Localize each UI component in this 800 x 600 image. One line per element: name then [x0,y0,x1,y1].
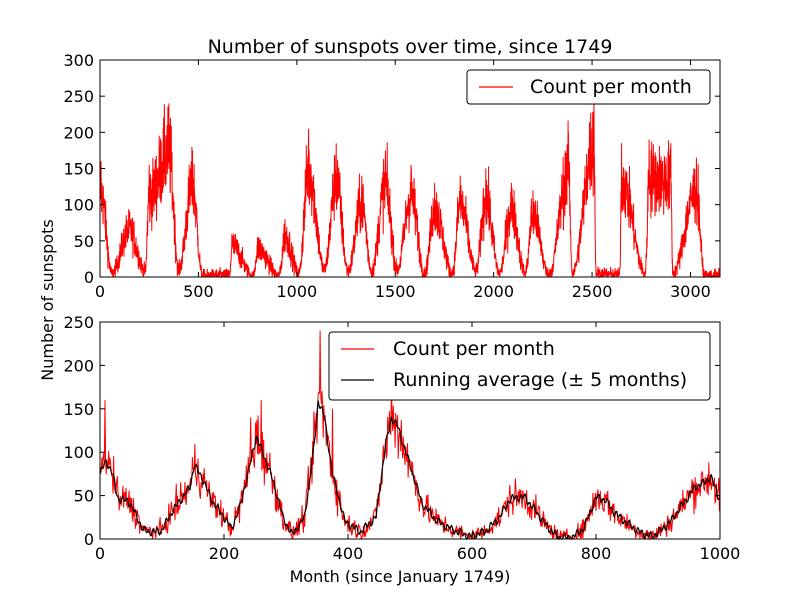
top-x-tick-label: 3000 [670,282,711,301]
bottom-legend-label-average: Running average (± 5 months) [393,369,687,391]
top-series-layer [99,92,721,279]
bottom-x-tick-label: 600 [457,544,488,563]
top-legend-label-count: Count per month [530,76,692,98]
top-x-tick-label: 2500 [572,282,613,301]
bottom-x-tick-label: 1000 [700,544,741,563]
bottom-axis-ticks: 0 200 400 600 800 1000 0 50 100 150 200 250 [63,313,740,563]
top-chart-title: Number of sunspots over time, since 1749 [208,36,613,58]
bottom-plot-frame [99,321,721,540]
bottom-y-tick-label: 200 [63,356,94,375]
top-y-tick-label: 200 [63,123,94,142]
bottom-series-layer [99,330,721,541]
bottom-legend-label-count: Count per month [393,338,555,360]
top-y-tick-label: 50 [74,232,94,251]
top-y-tick-label: 0 [84,268,94,287]
top-legend: Count per month [466,69,711,105]
top-x-tick-label: 500 [183,282,214,301]
bottom-x-tick-label: 0 [95,544,105,563]
top-x-tick-label: 0 [95,282,105,301]
bottom-panel: 0 200 400 600 800 1000 0 50 100 150 200 250 Count p… [63,313,740,586]
top-y-tick-label: 250 [63,87,94,106]
top-y-tick-label: 300 [63,51,94,70]
top-legend-box [466,69,711,105]
top-y-tick-label: 150 [63,160,94,179]
bottom-y-tick-label: 150 [63,400,94,419]
top-x-tick-label: 2000 [473,282,514,301]
bottom-y-tick-label: 250 [63,313,94,332]
top-x-tick-label: 1500 [375,282,416,301]
bottom-x-tick-label: 800 [581,544,612,563]
bottom-x-tick-label: 200 [209,544,240,563]
bottom-legend-box [328,331,711,401]
bottom-y-tick-label: 0 [84,530,94,549]
top-axis-ticks: 0 500 1000 1500 2000 2500 3000 0 50 100 150 200 250 3… [63,51,720,301]
shared-y-axis-label: Number of sunspots [38,219,57,380]
bottom-x-axis-label: Month (since January 1749) [290,567,511,586]
bottom-series-running-average [99,400,721,541]
bottom-x-tick-label: 400 [333,544,364,563]
top-x-tick-label: 1000 [276,282,317,301]
top-series-count-per-month [99,92,721,279]
bottom-y-tick-label: 100 [63,443,94,462]
bottom-y-tick-label: 50 [74,487,94,506]
top-panel: Number of sunspots over time, since 1749… [63,36,721,301]
top-y-tick-label: 100 [63,196,94,215]
bottom-legend: Count per month Running average (± 5 mon… [328,331,711,401]
